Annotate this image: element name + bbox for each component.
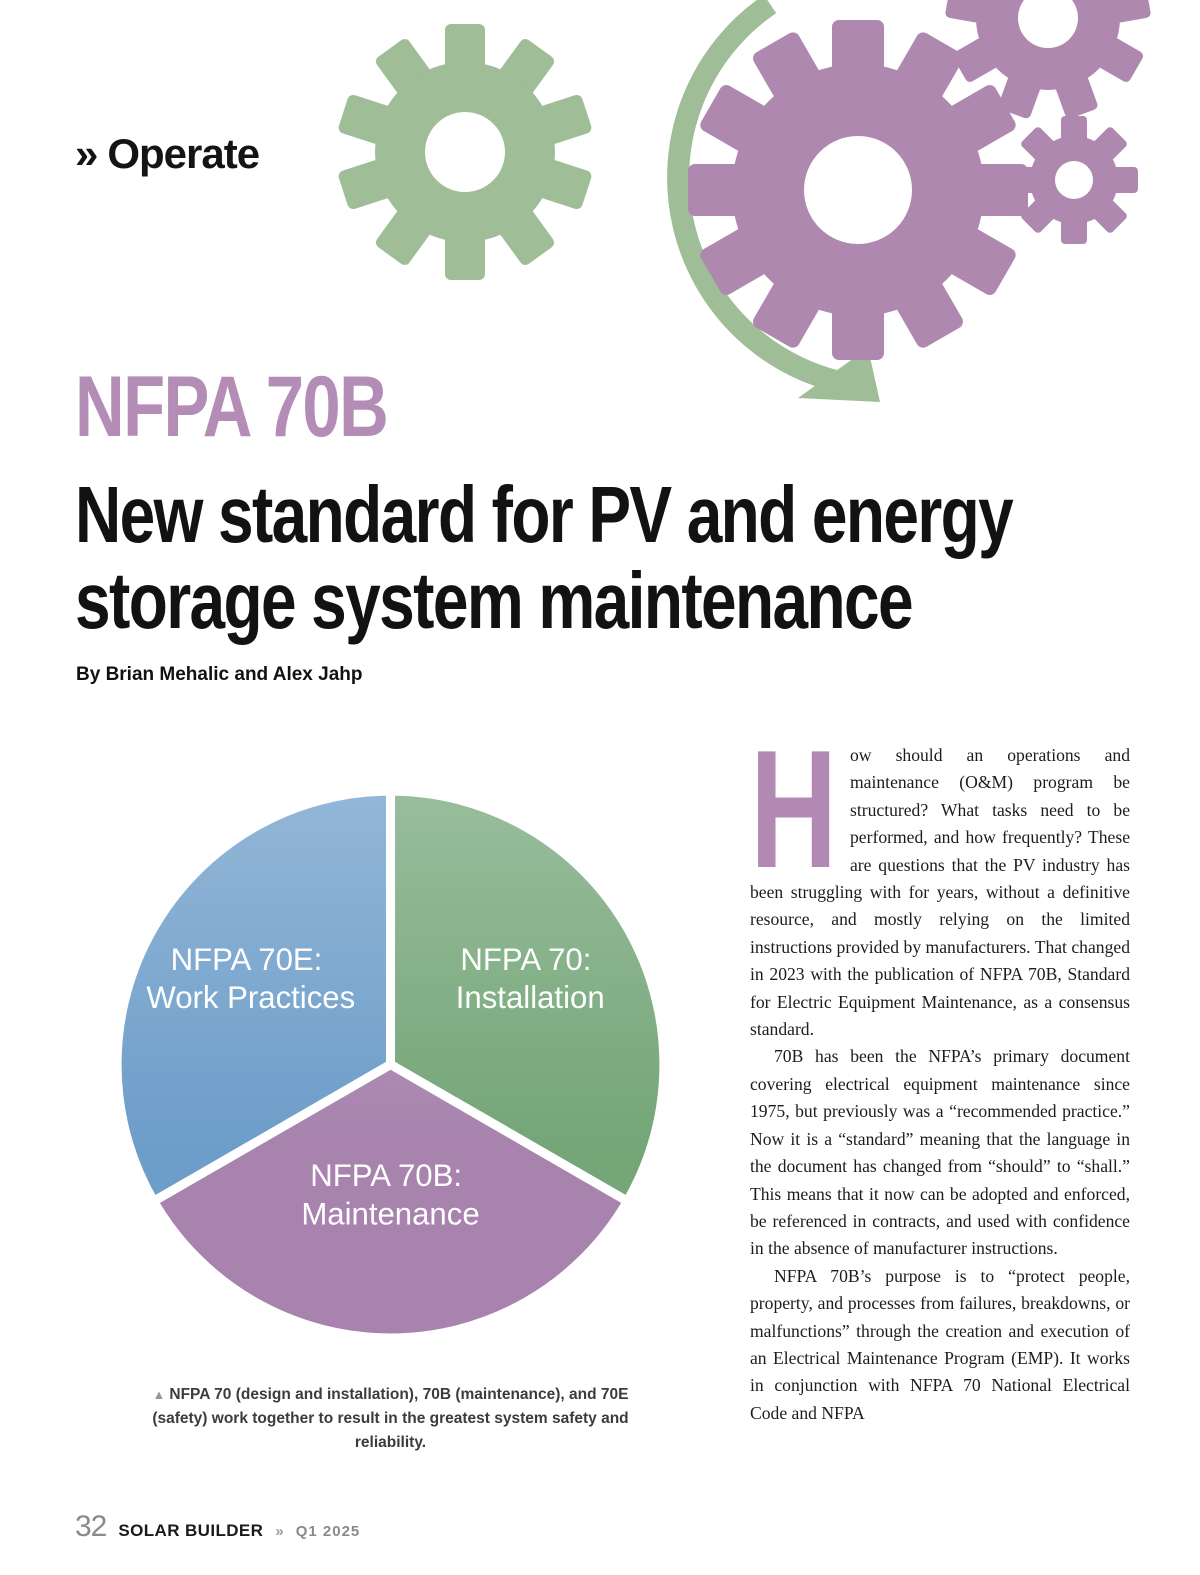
pie-label-installation: NFPA 70: Installation: [456, 942, 605, 1015]
chart-caption: ▲ NFPA 70 (design and installation), 70B …: [148, 1383, 634, 1455]
title-line-2: storage system maintenance: [75, 556, 914, 645]
page-number: 32: [75, 1510, 107, 1543]
issue-label: Q1 2025: [295, 1523, 361, 1540]
title-line-1: New standard for PV and energy: [75, 470, 1014, 559]
chevron-right-icon: »: [75, 130, 98, 177]
pie-chart: NFPA 70E: Work Practices NFPA 70: Instal…: [112, 786, 669, 1343]
gear-purple-top-icon: [944, 0, 1152, 120]
gear-purple-small-icon: [1010, 116, 1138, 244]
gear-green-icon: [337, 24, 593, 280]
article-title: New standard for PV and energy storage s…: [75, 472, 1200, 644]
footer-chevron-icon: »: [275, 1523, 284, 1540]
article-kicker: NFPA 70B: [75, 359, 389, 455]
paragraph-1-text: ow should an operations and maintenance …: [750, 745, 1130, 1040]
drop-cap: H: [750, 715, 838, 903]
caption-triangle-icon: ▲: [152, 1387, 166, 1402]
paragraph-3: NFPA 70B’s purpose is to “protect people…: [750, 1265, 1130, 1423]
gear-purple-large-icon: [688, 20, 1028, 360]
pie-sheen-overlay: [117, 791, 664, 1338]
paragraph-2: 70B has been the NFPA’s primary document…: [750, 1046, 1130, 1259]
cycle-arrow-arc: [667, 0, 857, 396]
page-footer: 32 SOLAR BUILDER » Q1 2025: [75, 1510, 360, 1544]
pie-label-maintenance: NFPA 70B: Maintenance: [301, 1158, 479, 1231]
magazine-name: SOLAR BUILDER: [118, 1521, 264, 1540]
section-label-text: Operate: [107, 130, 260, 177]
byline: By Brian Mehalic and Alex Jahp: [76, 664, 363, 685]
pie-label-work-practices: NFPA 70E: Work Practices: [146, 942, 355, 1015]
header-gear-art: [337, 0, 1152, 402]
caption-text: NFPA 70 (design and installation), 70B (…: [152, 1386, 629, 1452]
pie-figure: NFPA 70E: Work Practices NFPA 70: Instal…: [98, 772, 683, 1455]
section-label: » Operate: [75, 130, 260, 178]
cycle-arrow-head-icon: [798, 348, 880, 402]
